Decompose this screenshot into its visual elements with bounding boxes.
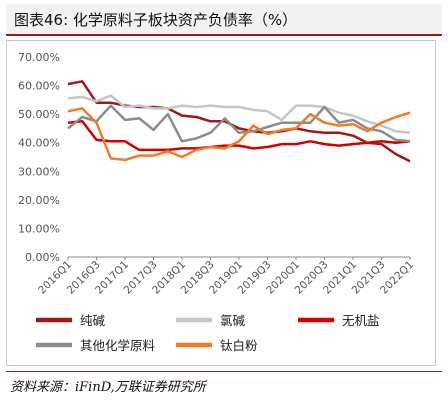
legend-label: 钛白粉 xyxy=(220,338,258,353)
y-tick-label: 40.00% xyxy=(18,137,60,150)
source-divider xyxy=(6,371,442,372)
y-tick-label: 10.00% xyxy=(18,222,60,235)
source-note: 资料来源：iFinD,万联证券研究所 xyxy=(10,380,206,395)
chart-title: 图表46: 化学原料子板块资产负债率（%） xyxy=(14,11,298,29)
series-line-1 xyxy=(67,80,411,163)
y-tick-label: 20.00% xyxy=(18,194,60,207)
y-tick-label: 70.00% xyxy=(18,51,60,64)
y-tick-label: 50.00% xyxy=(18,108,60,121)
title-bar: 图表46: 化学原料子板块资产负债率（%） xyxy=(6,4,442,36)
series-line-5 xyxy=(67,107,411,162)
legend-label: 纯碱 xyxy=(80,313,106,328)
y-tick-label: 0.00% xyxy=(25,251,60,264)
line-chart: 0.00% 10.00% 20.00% 30.00% 40.00% 50.00% 60.00… xyxy=(18,51,416,353)
chart-frame xyxy=(6,40,436,366)
y-tick-label: 60.00% xyxy=(18,80,60,93)
series-line-3 xyxy=(67,120,411,152)
series-line-4 xyxy=(67,104,411,143)
legend-label: 氯碱 xyxy=(220,313,246,328)
y-tick-label: 30.00% xyxy=(18,165,60,178)
legend-label: 其他化学原料 xyxy=(80,338,156,353)
series-line-2 xyxy=(67,94,411,134)
legend-label: 无机盐 xyxy=(342,313,380,328)
